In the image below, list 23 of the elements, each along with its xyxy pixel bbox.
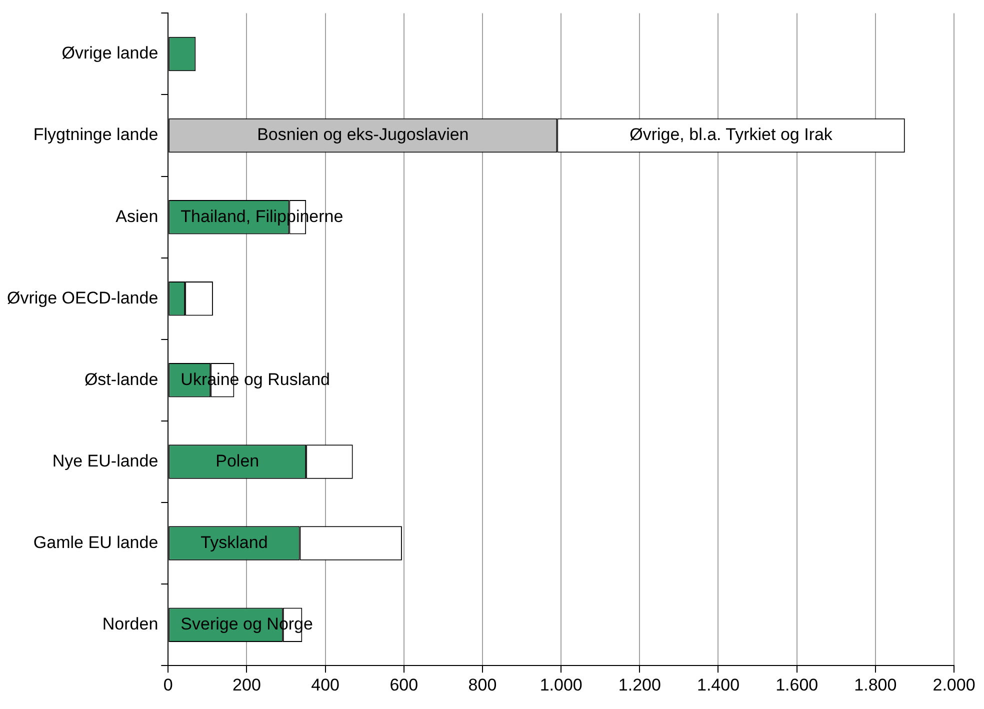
x-tick-label: 1.400 <box>696 675 740 694</box>
x-tick-label: 1.000 <box>540 675 582 694</box>
y-tick-label: Gamle EU lande <box>33 532 158 552</box>
data-label: Tyskland <box>200 532 268 552</box>
y-tick-label: Asien <box>116 206 158 226</box>
data-label: Øvrige, bl.a. Tyrkiet og Irak <box>630 125 833 144</box>
x-tick-label: 1.600 <box>776 675 818 694</box>
x-tick-label: 200 <box>232 675 261 694</box>
x-tick-label: 600 <box>390 675 418 694</box>
x-tick-label: 400 <box>311 675 340 694</box>
x-tick-label: 2.000 <box>932 675 976 694</box>
x-tick-label: 800 <box>468 675 497 694</box>
y-tick-label: Nye EU-lande <box>52 451 158 470</box>
data-label: Bosnien og eks-Jugoslavien <box>257 125 469 144</box>
y-tick-label: Øst-lande <box>84 370 158 389</box>
y-tick-label: Flygtninge lande <box>33 125 158 144</box>
x-tick-label: 1.800 <box>854 675 897 694</box>
data-label: Polen <box>216 451 260 470</box>
y-tick-label: Norden <box>102 614 158 634</box>
y-tick-label: Øvrige lande <box>62 44 158 63</box>
x-tick-label: 1.200 <box>618 675 661 694</box>
x-tick-label: 0 <box>163 675 173 694</box>
y-tick-label: Øvrige OECD-lande <box>6 288 158 308</box>
